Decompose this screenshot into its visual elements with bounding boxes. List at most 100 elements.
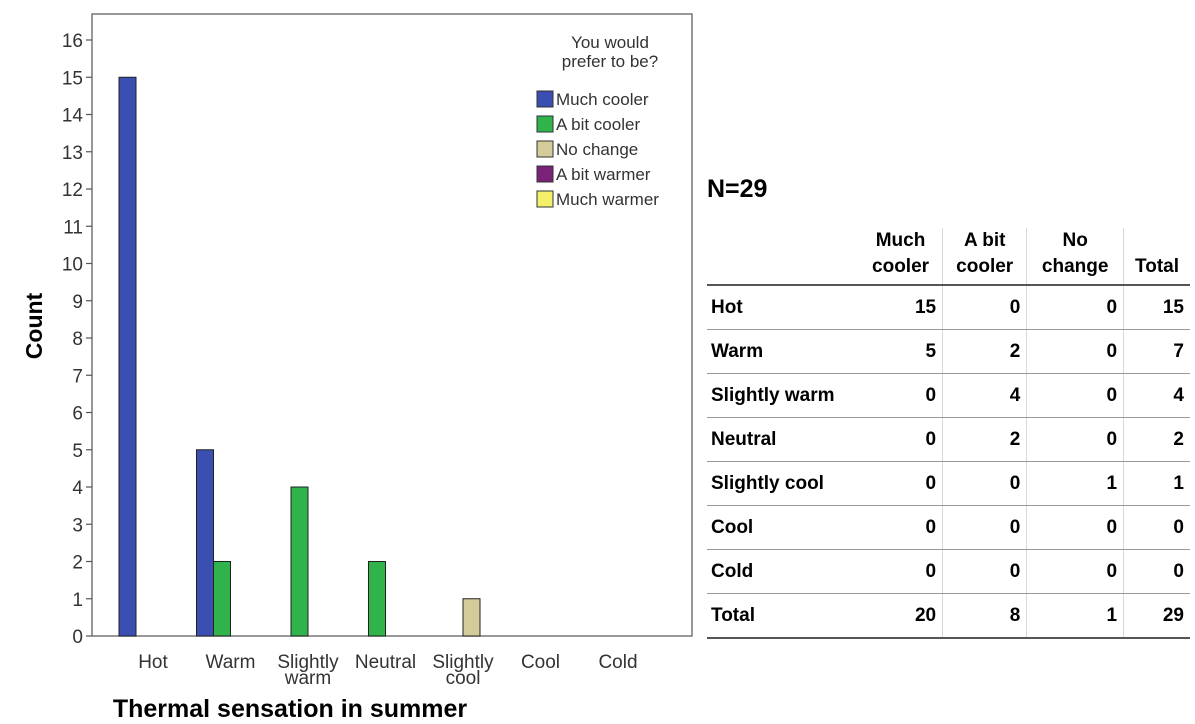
y-tick-label: 6 [72, 404, 83, 425]
sample-size-label: N=29 [707, 175, 768, 203]
bar-no-change [462, 598, 481, 637]
table-row: Slightly warm 0 4 0 4 [707, 373, 1190, 418]
legend-swatch [536, 90, 554, 108]
table-cell: 15 [859, 285, 944, 330]
row-label: Hot [707, 285, 859, 330]
table-cell: 0 [1026, 373, 1125, 418]
y-tick-label: 14 [62, 106, 84, 127]
table-row: Total 20 8 1 29 [707, 593, 1190, 639]
y-tick-label: 9 [72, 292, 83, 313]
y-tick-label: 12 [62, 180, 83, 201]
table-row: Cold 0 0 0 0 [707, 549, 1190, 594]
y-tick-label: 15 [62, 68, 83, 89]
table-cell: 0 [942, 549, 1028, 594]
plot-frame [91, 13, 693, 637]
table-body: Hot 15 0 0 15 Warm 5 2 0 7 Slightly warm 0 4 0 4 Neutra… [707, 285, 1190, 639]
row-label: Slightly cool [707, 461, 859, 506]
table-cell: 29 [1123, 593, 1190, 639]
y-tick-label: 5 [72, 441, 83, 462]
table-cell: 0 [859, 505, 944, 550]
y-tick-label: 8 [72, 329, 83, 350]
bar-much-cooler [118, 76, 137, 637]
y-axis-label: Count [21, 292, 47, 359]
x-category-label: Hot [138, 652, 168, 673]
x-axis-label: Thermal sensation in summer [113, 695, 468, 723]
bar-a-bit-cooler [213, 561, 231, 637]
table-cell: 2 [1123, 417, 1190, 462]
table-cell: 0 [942, 505, 1028, 550]
bars [118, 76, 481, 637]
legend-title: You would [571, 33, 649, 52]
table-row: Cool 0 0 0 0 [707, 505, 1190, 550]
table-cell: 1 [1026, 461, 1125, 506]
table-column-header: No change [1026, 228, 1125, 285]
y-tick-label: 2 [72, 553, 83, 574]
table-cell: 0 [859, 373, 944, 418]
y-tick-label: 7 [72, 366, 83, 387]
legend-swatch [536, 165, 554, 183]
legend-swatch [536, 140, 554, 158]
table-column-header: Total [1135, 256, 1180, 277]
bar-a-bit-cooler [290, 486, 309, 637]
row-label: Total [707, 593, 859, 639]
table-cell: 4 [1123, 373, 1190, 418]
table-row: Neutral 0 2 0 2 [707, 417, 1190, 462]
table-header-row: Much cooler A bit cooler No change Total [707, 228, 1190, 285]
y-tick-label: 0 [72, 627, 83, 648]
table-cell: 0 [859, 461, 944, 506]
y-tick-label: 10 [62, 255, 83, 276]
x-category-label: warm [284, 668, 331, 689]
legend-entry: A bit cooler [556, 115, 640, 134]
legend-swatch [536, 190, 554, 208]
y-tick-label: 16 [62, 31, 83, 52]
table-cell: 1 [1123, 461, 1190, 506]
table-cell: 15 [1123, 285, 1190, 330]
table-cell: 5 [859, 329, 944, 374]
table-cell: 0 [859, 417, 944, 462]
x-category-label: Warm [206, 652, 256, 673]
legend-swatch [536, 115, 554, 133]
y-tick-label: 13 [62, 143, 83, 164]
y-tick-label: 4 [72, 478, 83, 499]
table-cell: 1 [1026, 593, 1125, 639]
table-cell: 0 [1026, 329, 1125, 374]
table-column-header: Much cooler [859, 228, 944, 285]
table-cell: 0 [1026, 549, 1125, 594]
y-tick-label: 3 [72, 515, 83, 536]
y-tick-label: 1 [72, 590, 83, 611]
row-label: Warm [707, 329, 859, 374]
table-row: Warm 5 2 0 7 [707, 329, 1190, 374]
table-cell: 2 [942, 329, 1028, 374]
table-cell: 8 [942, 593, 1028, 639]
table-cell: 0 [942, 285, 1028, 330]
legend-entry: A bit warmer [556, 165, 651, 184]
x-category-label: Cold [598, 652, 637, 673]
table-cell: 7 [1123, 329, 1190, 374]
x-category-label: Slightly [277, 652, 339, 673]
table-column-header: A bit cooler [942, 228, 1028, 285]
y-tick-label: 11 [63, 217, 83, 238]
x-category-label: Slightly [432, 652, 494, 673]
bar-a-bit-cooler [368, 561, 386, 637]
x-category-label: cool [446, 668, 481, 689]
table-cell: 20 [859, 593, 944, 639]
legend-entry: Much cooler [556, 90, 649, 109]
row-label: Cold [707, 549, 859, 594]
table-cell: 0 [1123, 505, 1190, 550]
table-cell: 0 [1026, 417, 1125, 462]
table-row: Hot 15 0 0 15 [707, 285, 1190, 330]
row-label: Neutral [707, 417, 859, 462]
table-cell: 0 [1026, 285, 1125, 330]
table-cell: 4 [942, 373, 1028, 418]
table-cell: 0 [1026, 505, 1125, 550]
bar-much-cooler [196, 449, 214, 637]
table-column-header [707, 228, 859, 285]
x-category-label: Cool [521, 652, 560, 673]
table-cell: 0 [942, 461, 1028, 506]
row-label: Cool [707, 505, 859, 550]
table-row: Slightly cool 0 0 1 1 [707, 461, 1190, 506]
